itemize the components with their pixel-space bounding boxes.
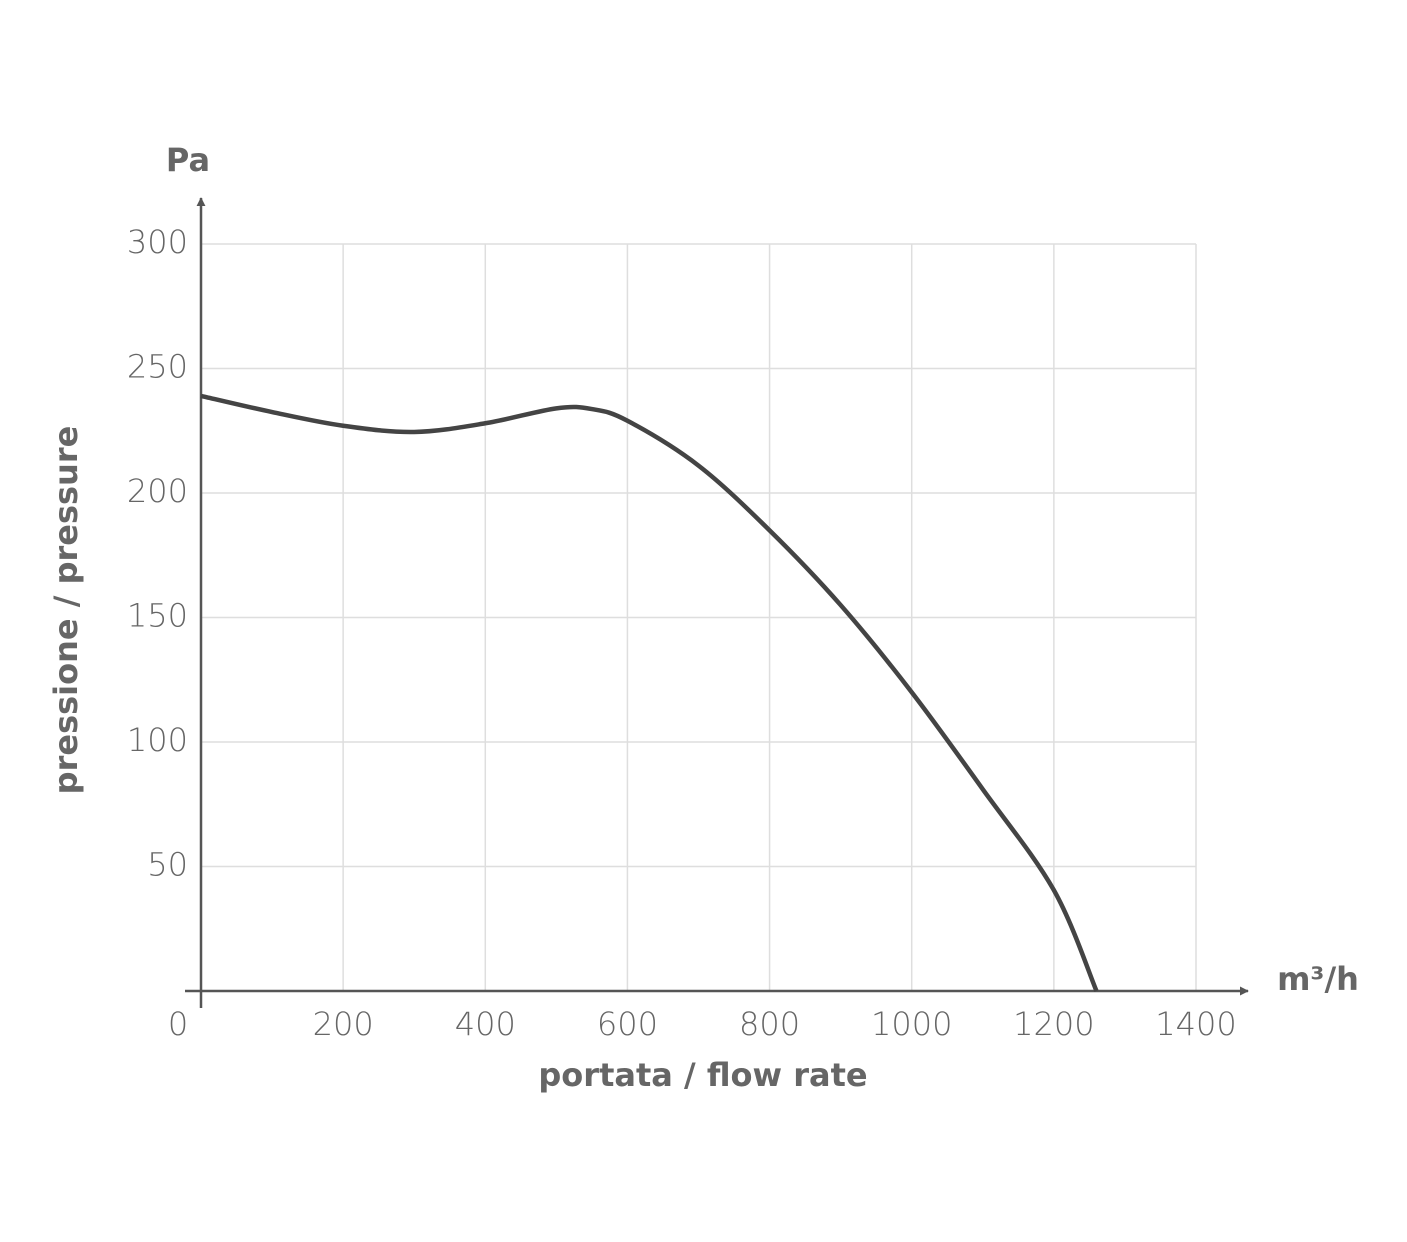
x-tick-label: 1200	[1013, 1005, 1094, 1043]
x-tick-label: 1400	[1155, 1005, 1236, 1043]
x-tick-label: 400	[455, 1005, 516, 1043]
x-tick-label: 0	[168, 1005, 188, 1043]
x-unit: m³/h	[1277, 960, 1359, 998]
curve	[200, 393, 1099, 992]
y-unit: Pa	[166, 141, 210, 179]
y-tick-label: 200	[127, 472, 188, 510]
grid	[201, 243, 1197, 991]
y-tick-label: 250	[127, 348, 188, 386]
y-axis-label: pressione / pressure	[47, 426, 85, 795]
x-tick-label: 800	[739, 1005, 800, 1043]
x-axis-label: portata / flow rate	[538, 1056, 867, 1094]
x-tick-label: 200	[313, 1005, 374, 1043]
y-tick-label: 150	[127, 597, 188, 635]
y-tick-label: 50	[147, 846, 188, 884]
x-tick-label: 1000	[871, 1005, 952, 1043]
y-tick-label: 100	[127, 721, 188, 759]
y-tick-label: 300	[127, 223, 188, 261]
x-tick-label: 600	[597, 1005, 658, 1043]
